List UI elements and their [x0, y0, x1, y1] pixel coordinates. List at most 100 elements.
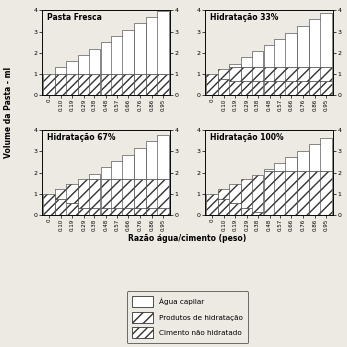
Bar — [206, 194, 218, 215]
Bar — [229, 67, 240, 81]
Bar — [122, 155, 134, 179]
Bar — [252, 212, 263, 215]
Bar — [146, 179, 158, 208]
Bar — [297, 151, 309, 171]
Bar — [264, 169, 276, 171]
Bar — [320, 67, 332, 81]
Bar — [66, 61, 77, 74]
Bar — [111, 179, 123, 208]
Text: Pasta Fresca: Pasta Fresca — [47, 13, 102, 22]
Bar — [157, 208, 169, 215]
Bar — [264, 81, 276, 95]
Bar — [274, 67, 286, 81]
Bar — [241, 81, 253, 95]
Bar — [55, 198, 67, 215]
Bar — [264, 171, 276, 215]
Bar — [122, 208, 134, 215]
Text: Hidratação 67%: Hidratação 67% — [47, 133, 115, 142]
Bar — [55, 67, 67, 74]
Bar — [111, 74, 123, 95]
Bar — [309, 144, 321, 171]
Bar — [229, 203, 240, 215]
Bar — [252, 51, 263, 67]
Bar — [274, 39, 286, 67]
Bar — [297, 26, 309, 67]
Bar — [320, 13, 332, 67]
Bar — [274, 81, 286, 95]
Bar — [101, 42, 112, 74]
Bar — [88, 174, 100, 179]
Bar — [252, 67, 263, 81]
Bar — [88, 208, 100, 215]
Bar — [309, 67, 321, 81]
Bar — [309, 171, 321, 215]
Bar — [88, 49, 100, 74]
Bar — [285, 67, 297, 81]
Bar — [134, 74, 146, 95]
Bar — [264, 67, 276, 81]
Bar — [146, 74, 158, 95]
Text: Razão água/cimento (peso): Razão água/cimento (peso) — [128, 234, 246, 243]
Bar — [274, 163, 286, 171]
Text: Hidratação 100%: Hidratação 100% — [210, 133, 283, 142]
Bar — [206, 74, 218, 95]
Bar — [101, 179, 112, 208]
Bar — [285, 33, 297, 67]
Bar — [111, 161, 123, 179]
Bar — [157, 135, 169, 179]
Bar — [122, 74, 134, 95]
Bar — [78, 179, 90, 208]
Bar — [218, 79, 230, 95]
Bar — [218, 69, 230, 79]
Bar — [66, 203, 77, 215]
Bar — [111, 208, 123, 215]
Legend: Água capilar, Produtos de hidratação, Cimento não hidratado: Água capilar, Produtos de hidratação, Ci… — [127, 291, 248, 344]
Bar — [78, 74, 90, 95]
Bar — [241, 179, 253, 208]
Text: Volume da Pasta - ml: Volume da Pasta - ml — [4, 67, 13, 158]
Bar — [309, 81, 321, 95]
Bar — [134, 23, 146, 74]
Bar — [55, 189, 67, 198]
Text: Hidratação 33%: Hidratação 33% — [210, 13, 278, 22]
Bar — [88, 179, 100, 208]
Bar — [218, 198, 230, 215]
Bar — [146, 17, 158, 74]
Bar — [78, 55, 90, 74]
Bar — [157, 179, 169, 208]
Bar — [101, 208, 112, 215]
Bar — [264, 44, 276, 67]
Bar — [241, 57, 253, 67]
Bar — [309, 19, 321, 67]
Bar — [285, 81, 297, 95]
Bar — [88, 74, 100, 95]
Bar — [146, 208, 158, 215]
Bar — [229, 184, 240, 203]
Bar — [157, 74, 169, 95]
Bar — [157, 10, 169, 74]
Bar — [101, 167, 112, 179]
Bar — [146, 142, 158, 179]
Bar — [320, 171, 332, 215]
Bar — [297, 81, 309, 95]
Bar — [297, 67, 309, 81]
Bar — [274, 171, 286, 215]
Bar — [285, 171, 297, 215]
Bar — [101, 74, 112, 95]
Bar — [43, 194, 55, 215]
Bar — [55, 74, 67, 95]
Bar — [241, 208, 253, 215]
Bar — [78, 208, 90, 215]
Bar — [320, 81, 332, 95]
Bar — [320, 138, 332, 171]
Bar — [229, 81, 240, 95]
Bar — [66, 184, 77, 203]
Bar — [241, 67, 253, 81]
Bar — [218, 189, 230, 198]
Bar — [252, 175, 263, 212]
Bar — [122, 30, 134, 74]
Bar — [297, 171, 309, 215]
Bar — [134, 148, 146, 179]
Bar — [43, 74, 55, 95]
Bar — [134, 179, 146, 208]
